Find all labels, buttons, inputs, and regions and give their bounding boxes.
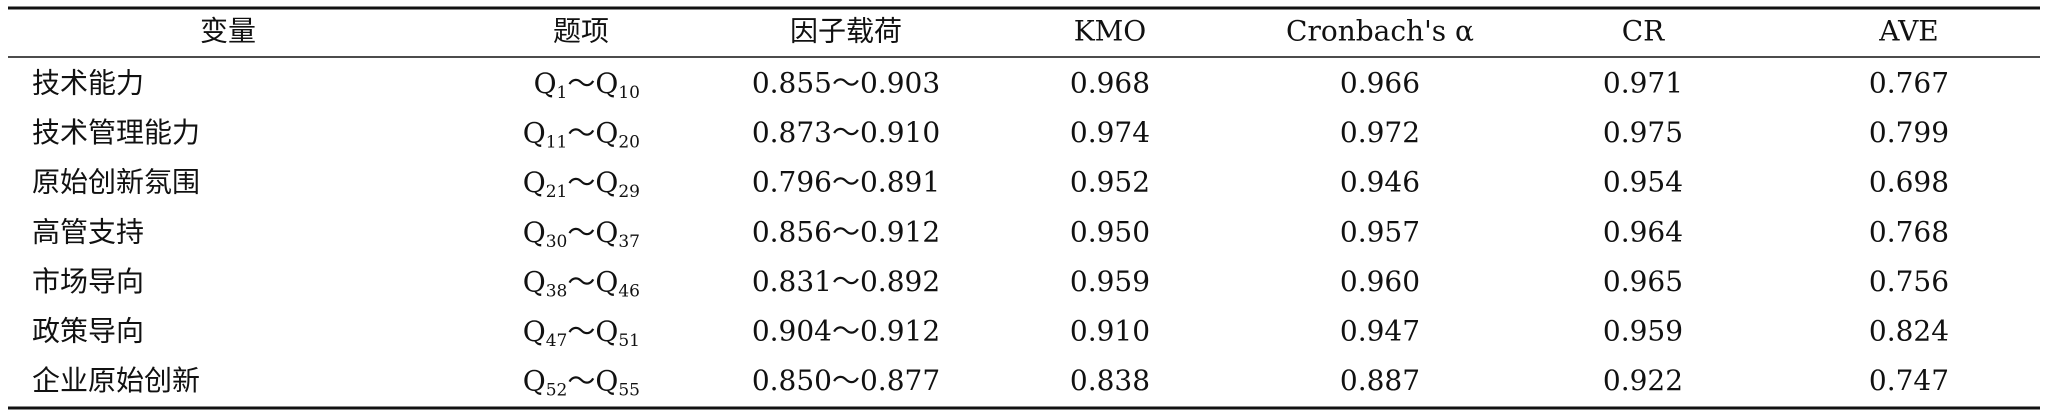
item-text: ～ <box>567 315 595 348</box>
item-subscript: 1 <box>557 83 568 103</box>
value-cell: 0.965 <box>1603 265 1683 298</box>
item-subscript: 21 <box>546 182 568 202</box>
value-cell: 0.698 <box>1869 166 1949 199</box>
item-text: Q <box>523 364 546 397</box>
variable-cell: 技术管理能力 <box>32 116 200 149</box>
item-range: Q11～Q20 <box>523 116 640 152</box>
item-subscript: 51 <box>618 331 640 351</box>
value-cell: 0.975 <box>1603 116 1683 149</box>
variable-cell: 原始创新氛围 <box>32 166 200 199</box>
value-cell: 0.799 <box>1869 116 1949 149</box>
header-cell: CR <box>1622 15 1665 48</box>
item-range: Q52～Q55 <box>523 364 640 400</box>
header-cell: 变量 <box>200 15 256 48</box>
item-subscript: 20 <box>618 132 640 152</box>
item-range: Q1～Q10 <box>534 67 640 103</box>
value-cell: 0.972 <box>1340 116 1420 149</box>
value-cell: 0.974 <box>1070 116 1150 149</box>
item-subscript: 30 <box>546 231 568 251</box>
variable-cell: 政策导向 <box>32 315 144 348</box>
variable-cell: 企业原始创新 <box>32 364 200 397</box>
variable-cell: 技术能力 <box>32 67 144 100</box>
value-cell: 0.957 <box>1340 215 1420 248</box>
item-subscript: 11 <box>546 132 568 152</box>
item-range: Q21～Q29 <box>523 166 640 202</box>
value-cell: 0.887 <box>1340 364 1420 397</box>
item-text: Q <box>595 215 618 248</box>
value-cell: 0.959 <box>1603 315 1683 348</box>
value-cell: 0.824 <box>1869 315 1949 348</box>
header-cell: KMO <box>1074 15 1147 48</box>
item-text: Q <box>523 116 546 149</box>
value-cell: 0.952 <box>1070 166 1150 199</box>
item-text: Q <box>523 265 546 298</box>
item-text: Q <box>523 315 546 348</box>
value-cell: 0.855～0.903 <box>752 67 940 100</box>
item-subscript: 52 <box>546 380 568 400</box>
value-cell: 0.950 <box>1070 215 1150 248</box>
value-cell: 0.756 <box>1869 265 1949 298</box>
value-cell: 0.768 <box>1869 215 1949 248</box>
header-cell: 题项 <box>553 15 609 48</box>
value-cell: 0.947 <box>1340 315 1420 348</box>
value-cell: 0.831～0.892 <box>752 265 940 298</box>
item-text: Q <box>595 315 618 348</box>
item-subscript: 47 <box>546 331 568 351</box>
item-subscript: 10 <box>618 83 640 103</box>
header-cell: AVE <box>1878 15 1939 48</box>
item-text: ～ <box>567 364 595 397</box>
value-cell: 0.910 <box>1070 315 1150 348</box>
item-text: Q <box>595 67 618 100</box>
header-cell: Cronbach's α <box>1286 15 1474 48</box>
value-cell: 0.904～0.912 <box>752 315 940 348</box>
value-cell: 0.971 <box>1603 67 1683 100</box>
item-subscript: 55 <box>618 380 640 400</box>
item-subscript: 29 <box>618 182 640 202</box>
item-subscript: 37 <box>618 231 640 251</box>
value-cell: 0.922 <box>1603 364 1683 397</box>
item-range: Q30～Q37 <box>523 215 640 251</box>
variable-cell: 市场导向 <box>32 265 144 298</box>
value-cell: 0.747 <box>1869 364 1949 397</box>
item-subscript: 38 <box>546 281 568 301</box>
value-cell: 0.954 <box>1603 166 1683 199</box>
variable-cell: 高管支持 <box>32 215 144 248</box>
value-cell: 0.960 <box>1340 265 1420 298</box>
item-text: Q <box>595 265 618 298</box>
value-cell: 0.964 <box>1603 215 1683 248</box>
item-range: Q47～Q51 <box>523 315 640 351</box>
item-range: Q38～Q46 <box>523 265 640 301</box>
value-cell: 0.850～0.877 <box>752 364 940 397</box>
header-cell: 因子载荷 <box>790 15 902 48</box>
item-text: Q <box>595 166 618 199</box>
item-text: ～ <box>567 166 595 199</box>
item-text: Q <box>523 215 546 248</box>
item-subscript: 46 <box>618 281 640 301</box>
value-cell: 0.796～0.891 <box>752 166 940 199</box>
item-text: Q <box>595 364 618 397</box>
item-text: Q <box>523 166 546 199</box>
item-text: ～ <box>567 265 595 298</box>
item-text: Q <box>595 116 618 149</box>
item-text: Q <box>534 67 557 100</box>
value-cell: 0.856～0.912 <box>752 215 940 248</box>
value-cell: 0.966 <box>1340 67 1420 100</box>
item-text: ～ <box>567 67 595 100</box>
item-text: ～ <box>567 215 595 248</box>
value-cell: 0.946 <box>1340 166 1420 199</box>
value-cell: 0.959 <box>1070 265 1150 298</box>
item-text: ～ <box>567 116 595 149</box>
value-cell: 0.767 <box>1869 67 1949 100</box>
value-cell: 0.838 <box>1070 364 1150 397</box>
value-cell: 0.968 <box>1070 67 1150 100</box>
value-cell: 0.873～0.910 <box>752 116 940 149</box>
